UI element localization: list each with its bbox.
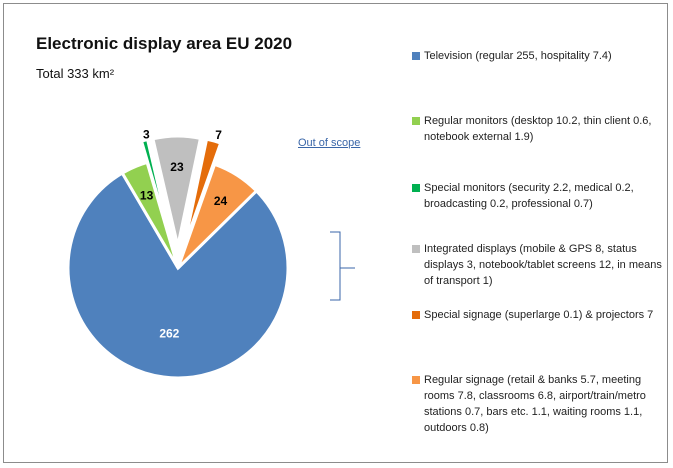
legend-label: Integrated displays (mobile & GPS 8, sta… (424, 243, 662, 287)
pie-data-label: 24 (214, 194, 228, 208)
out-of-scope-bracket (330, 231, 350, 301)
pie-data-label: 7 (215, 128, 222, 142)
out-of-scope-label: Out of scope (298, 137, 361, 149)
legend-item: Regular monitors (desktop 10.2, thin cli… (412, 113, 664, 145)
legend-swatch (412, 311, 420, 319)
pie-data-label: 3 (143, 128, 150, 142)
legend-label: Regular signage (retail & banks 5.7, mee… (424, 374, 646, 434)
legend-item: Integrated displays (mobile & GPS 8, sta… (412, 241, 664, 289)
legend-label: Regular monitors (desktop 10.2, thin cli… (424, 115, 652, 143)
legend-swatch (412, 376, 420, 384)
pie-slices (66, 134, 290, 380)
pie-slice (139, 137, 174, 248)
legend-swatch (412, 184, 420, 192)
legend-swatch (412, 117, 420, 125)
legend-swatch (412, 245, 420, 253)
chart-subtitle: Total 333 km² (36, 66, 115, 81)
legend-item: Special signage (superlarge 0.1) & proje… (412, 307, 664, 323)
pie-slice (176, 162, 259, 270)
pie-slice (151, 134, 203, 247)
legend-label: Television (regular 255, hospitality 7.4… (424, 50, 612, 62)
pie-data-label: 13 (140, 188, 154, 202)
pie-data-label: 23 (170, 160, 184, 174)
chart-title: Electronic display area EU 2020 (36, 34, 293, 53)
legend-label: Special signage (superlarge 0.1) & proje… (424, 309, 654, 321)
legend-item: Special monitors (security 2.2, medical … (412, 180, 664, 212)
pie-slice (182, 137, 223, 248)
pie-data-label: 262 (159, 326, 179, 340)
legend-swatch (412, 52, 420, 60)
legend-item: Television (regular 255, hospitality 7.4… (412, 48, 664, 64)
legend-label: Special monitors (security 2.2, medical … (424, 182, 634, 210)
pie-slice (66, 171, 290, 380)
pie-labels: 262 13 3 23 7 24 (140, 128, 228, 341)
legend-item: Regular signage (retail & banks 5.7, mee… (412, 372, 664, 436)
